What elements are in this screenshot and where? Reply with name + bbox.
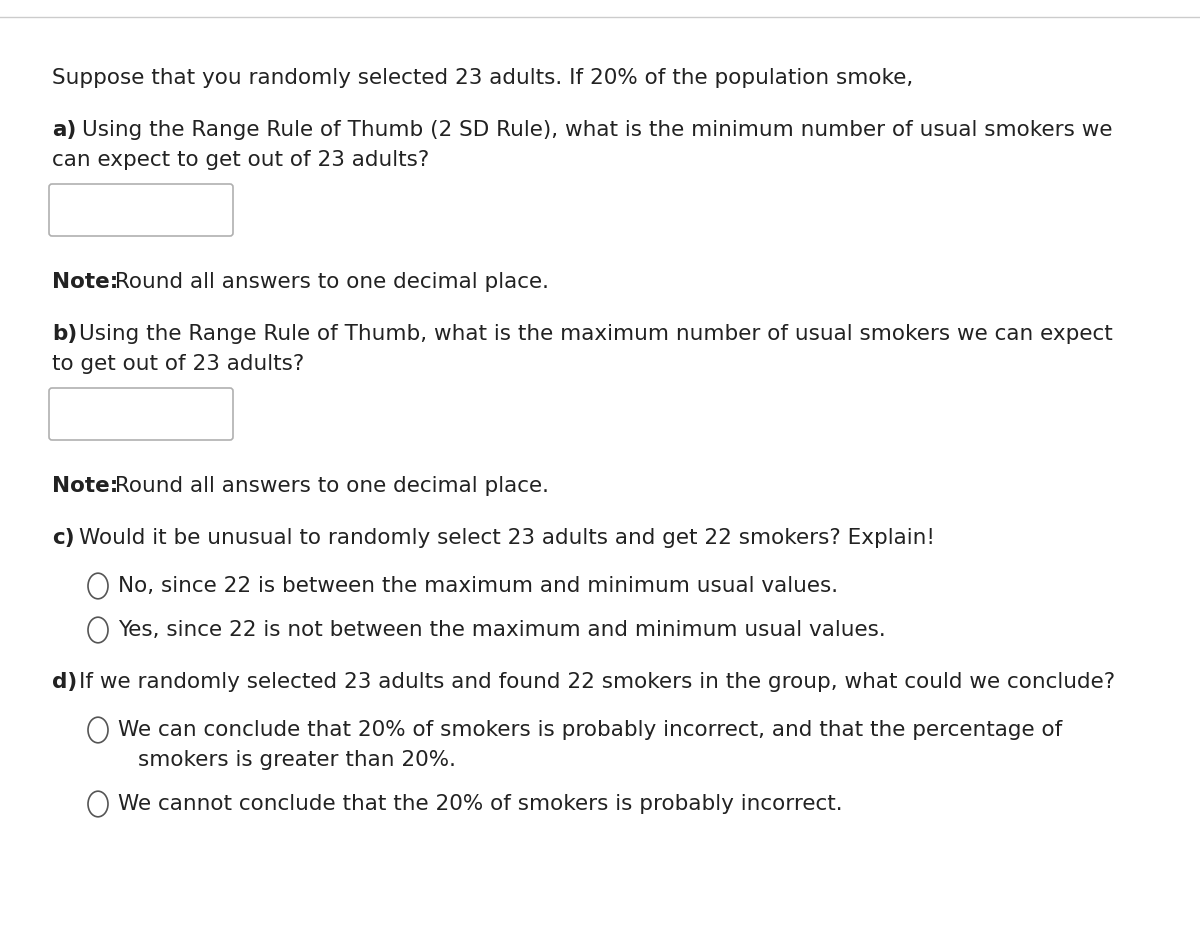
Text: Note:: Note: (52, 475, 119, 495)
Ellipse shape (88, 574, 108, 599)
Text: Suppose that you randomly selected 23 adults. If 20% of the population smoke,: Suppose that you randomly selected 23 ad… (52, 68, 913, 88)
Text: Yes, since 22 is not between the maximum and minimum usual values.: Yes, since 22 is not between the maximum… (118, 620, 886, 639)
FancyBboxPatch shape (49, 388, 233, 441)
Text: a): a) (52, 120, 77, 139)
Text: Using the Range Rule of Thumb, what is the maximum number of usual smokers we ca: Using the Range Rule of Thumb, what is t… (79, 324, 1112, 344)
Text: Round all answers to one decimal place.: Round all answers to one decimal place. (108, 475, 550, 495)
FancyBboxPatch shape (49, 184, 233, 237)
Text: b): b) (52, 324, 77, 344)
Text: Round all answers to one decimal place.: Round all answers to one decimal place. (108, 271, 550, 292)
Text: Note:: Note: (52, 271, 119, 292)
Text: d): d) (52, 671, 77, 692)
Ellipse shape (88, 791, 108, 817)
Text: can expect to get out of 23 adults?: can expect to get out of 23 adults? (52, 150, 430, 169)
Text: to get out of 23 adults?: to get out of 23 adults? (52, 354, 305, 373)
Text: smokers is greater than 20%.: smokers is greater than 20%. (138, 749, 456, 769)
Ellipse shape (88, 618, 108, 643)
Text: No, since 22 is between the maximum and minimum usual values.: No, since 22 is between the maximum and … (118, 576, 838, 595)
Text: c): c) (52, 528, 74, 548)
Text: Would it be unusual to randomly select 23 adults and get 22 smokers? Explain!: Would it be unusual to randomly select 2… (79, 528, 935, 548)
Text: We cannot conclude that the 20% of smokers is probably incorrect.: We cannot conclude that the 20% of smoke… (118, 793, 842, 813)
Text: We can conclude that 20% of smokers is probably incorrect, and that the percenta: We can conclude that 20% of smokers is p… (118, 719, 1062, 739)
Text: If we randomly selected 23 adults and found 22 smokers in the group, what could : If we randomly selected 23 adults and fo… (79, 671, 1115, 692)
Text: Using the Range Rule of Thumb (2 SD Rule), what is the minimum number of usual s: Using the Range Rule of Thumb (2 SD Rule… (82, 120, 1112, 139)
Ellipse shape (88, 717, 108, 743)
